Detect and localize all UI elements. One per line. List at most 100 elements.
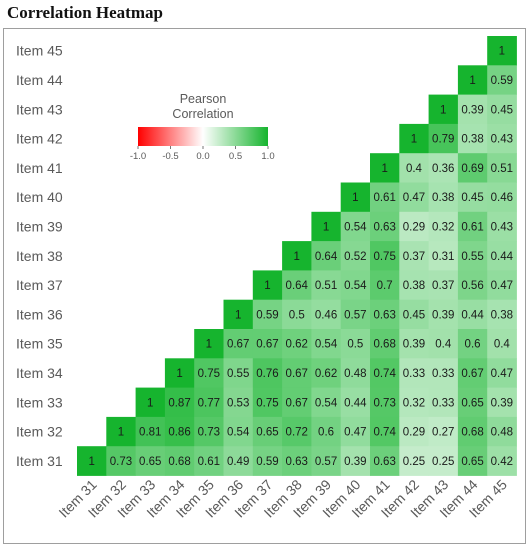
heatmap-cell [487, 123, 517, 154]
heatmap-cell [487, 94, 517, 125]
cell-value: 0.4 [494, 339, 511, 351]
heatmap-cell [428, 446, 459, 476]
heatmap-cell [399, 329, 429, 359]
heatmap-cell [457, 182, 488, 213]
cell-value: 0.73 [373, 397, 395, 409]
heatmap-cell [311, 387, 342, 418]
heatmap-cell [311, 299, 342, 330]
heatmap-cell [340, 387, 371, 418]
heatmap-cell [487, 211, 517, 242]
heatmap-cell [194, 446, 224, 476]
cell-value: 0.69 [461, 163, 483, 175]
heatmap-cell [428, 153, 459, 183]
chart-title: Correlation Heatmap [7, 3, 163, 22]
legend-tick-label: -0.5 [162, 151, 178, 162]
cell-value: 0.32 [403, 397, 425, 409]
heatmap-cell [487, 387, 517, 418]
heatmap-cell [457, 153, 488, 183]
heatmap-cell [223, 446, 254, 476]
heatmap-cell [370, 270, 400, 301]
cell-value: 0.86 [168, 427, 190, 439]
heatmap-cell [399, 387, 429, 418]
cell-value: 0.73 [110, 456, 132, 468]
cell-value: 1 [294, 251, 300, 263]
cell-value: 0.6 [318, 427, 334, 439]
cell-value: 0.49 [227, 456, 249, 468]
cell-value: 0.65 [461, 397, 483, 409]
cell-value: 0.59 [256, 309, 278, 321]
y-tick-label: Item 42 [16, 131, 63, 147]
cell-value: 0.5 [347, 339, 363, 351]
cell-value: 0.37 [403, 251, 425, 263]
heatmap-cell [252, 446, 283, 476]
heatmap-cell [340, 299, 371, 330]
cell-value: 0.51 [491, 163, 513, 175]
heatmap-cell [399, 416, 429, 447]
heatmap-cell [340, 182, 371, 213]
heatmap-cell [399, 299, 429, 330]
heatmap-cell [340, 358, 371, 388]
heatmap-cell [340, 446, 371, 476]
cell-value: 0.55 [227, 368, 249, 380]
heatmap-cell [428, 299, 459, 330]
heatmap-cell [428, 123, 459, 154]
cell-value: 0.36 [432, 163, 454, 175]
cell-value: 0.29 [403, 221, 425, 233]
cell-value: 0.38 [432, 192, 454, 204]
cell-value: 0.64 [286, 280, 309, 292]
cell-value: 0.44 [344, 397, 367, 409]
cell-value: 0.39 [403, 339, 425, 351]
heatmap-cell [399, 153, 429, 183]
heatmap-cell [135, 446, 166, 476]
cell-value: 1 [469, 75, 475, 87]
cell-value: 0.75 [256, 397, 278, 409]
heatmap-cell [311, 416, 342, 447]
cell-value: 0.25 [432, 456, 454, 468]
cell-value: 0.53 [227, 397, 249, 409]
heatmap-cell [223, 387, 254, 418]
heatmap-cell [311, 329, 342, 359]
heatmap-cell [457, 123, 488, 154]
cell-value: 0.74 [373, 368, 396, 380]
heatmap-cell [487, 65, 517, 95]
cell-value: 0.38 [491, 309, 513, 321]
cell-value: 0.65 [139, 456, 161, 468]
cell-value: 0.5 [289, 309, 305, 321]
cell-value: 0.43 [491, 221, 513, 233]
y-tick-label: Item 45 [16, 43, 63, 59]
heatmap-cell [252, 329, 283, 359]
cell-value: 0.39 [491, 397, 513, 409]
cell-value: 0.39 [461, 104, 483, 116]
y-tick-label: Item 37 [16, 277, 63, 293]
heatmap-cell [370, 358, 400, 388]
heatmap-cell [282, 446, 312, 476]
heatmap-cell [282, 329, 312, 359]
cell-value: 0.76 [256, 368, 278, 380]
cell-value: 0.27 [432, 427, 454, 439]
heatmap-cell [252, 270, 283, 301]
heatmap-cell [457, 329, 488, 359]
heatmap-cell [399, 182, 429, 213]
heatmap-cell [457, 65, 488, 95]
cell-value: 0.31 [432, 251, 454, 263]
y-tick-label: Item 31 [16, 453, 63, 469]
heatmap-cell [252, 387, 283, 418]
heatmap-cell [399, 446, 429, 476]
heatmap-cell [399, 270, 429, 301]
heatmap-cell [223, 358, 254, 388]
cell-value: 1 [323, 221, 329, 233]
heatmap-cell [428, 416, 459, 447]
cell-value: 0.46 [491, 192, 513, 204]
heatmap-cell [77, 446, 107, 476]
heatmap-cell [487, 416, 517, 447]
heatmap-cell [370, 241, 400, 271]
cell-value: 1 [264, 280, 270, 292]
legend-gradient-bar [138, 127, 268, 146]
cell-value: 0.43 [491, 134, 513, 146]
legend-subtitle: Correlation [172, 107, 233, 121]
cell-value: 0.51 [315, 280, 337, 292]
heatmap-cell [370, 182, 400, 213]
